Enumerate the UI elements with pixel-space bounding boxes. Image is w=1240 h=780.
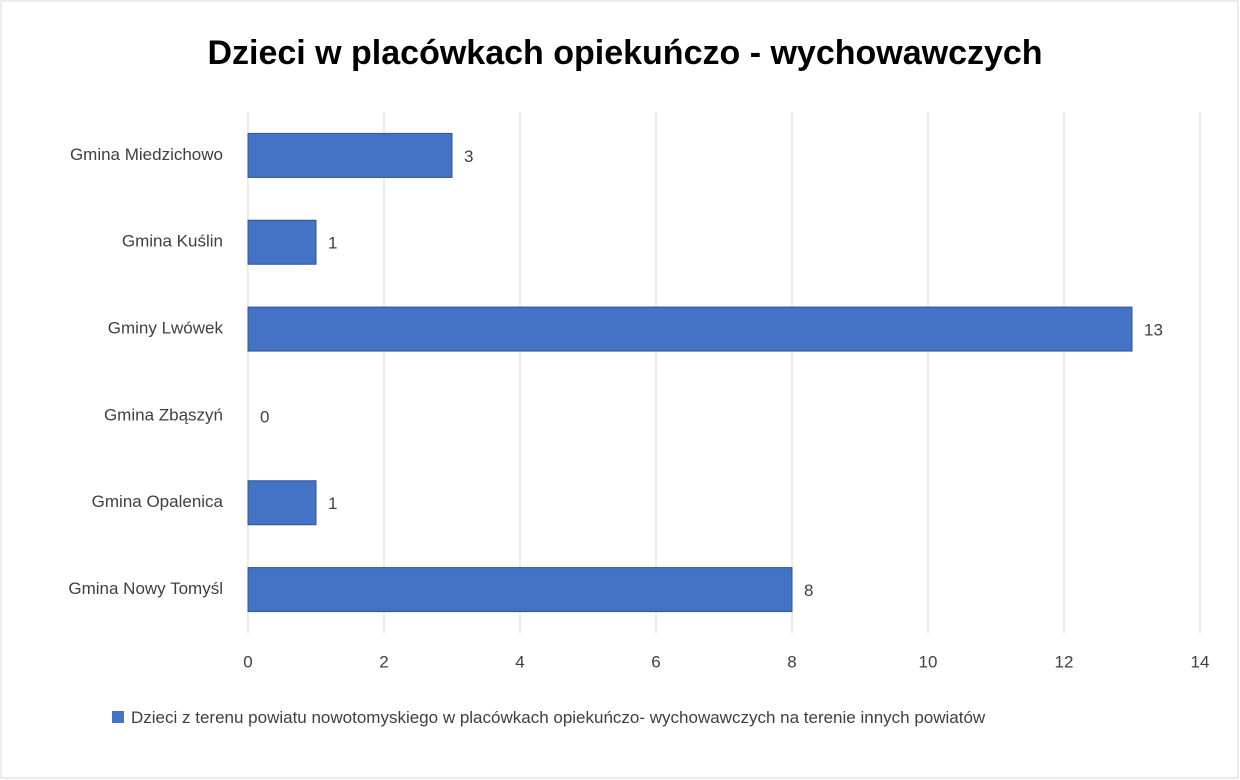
x-tick-label: 12 bbox=[1055, 652, 1074, 671]
x-tick-label: 2 bbox=[379, 652, 388, 671]
legend-label: Dzieci z terenu powiatu nowotomyskiego w… bbox=[131, 708, 986, 727]
x-tick-label: 10 bbox=[919, 652, 938, 671]
y-tick-label: Gmina Nowy Tomyśl bbox=[68, 579, 223, 598]
y-tick-label: Gmina Miedzichowo bbox=[70, 145, 223, 164]
data-label: 1 bbox=[328, 234, 337, 253]
legend: Dzieci z terenu powiatu nowotomyskiego w… bbox=[112, 704, 1142, 732]
data-label: 1 bbox=[328, 494, 337, 513]
x-tick-label: 14 bbox=[1191, 652, 1210, 671]
legend-swatch bbox=[112, 711, 124, 723]
bar bbox=[247, 219, 317, 265]
chart-title: Dzieci w placówkach opiekuńczo - wychowa… bbox=[207, 34, 1042, 72]
data-label: 8 bbox=[804, 581, 813, 600]
x-tick-label: 4 bbox=[515, 652, 524, 671]
data-label: 13 bbox=[1144, 321, 1163, 340]
bar bbox=[247, 306, 1133, 352]
data-label: 0 bbox=[260, 407, 269, 426]
bar bbox=[247, 132, 453, 178]
data-label: 3 bbox=[464, 147, 473, 166]
bar bbox=[247, 480, 317, 526]
x-tick-label: 8 bbox=[787, 652, 796, 671]
y-tick-label: Gmina Kuślin bbox=[122, 232, 223, 251]
x-tick-label: 6 bbox=[651, 652, 660, 671]
y-tick-label: Gmina Zbąszyń bbox=[104, 405, 223, 424]
x-tick-label: 0 bbox=[243, 652, 252, 671]
y-tick-label: Gmina Opalenica bbox=[92, 492, 224, 511]
y-tick-label: Gminy Lwówek bbox=[108, 319, 224, 338]
bar bbox=[247, 567, 793, 613]
